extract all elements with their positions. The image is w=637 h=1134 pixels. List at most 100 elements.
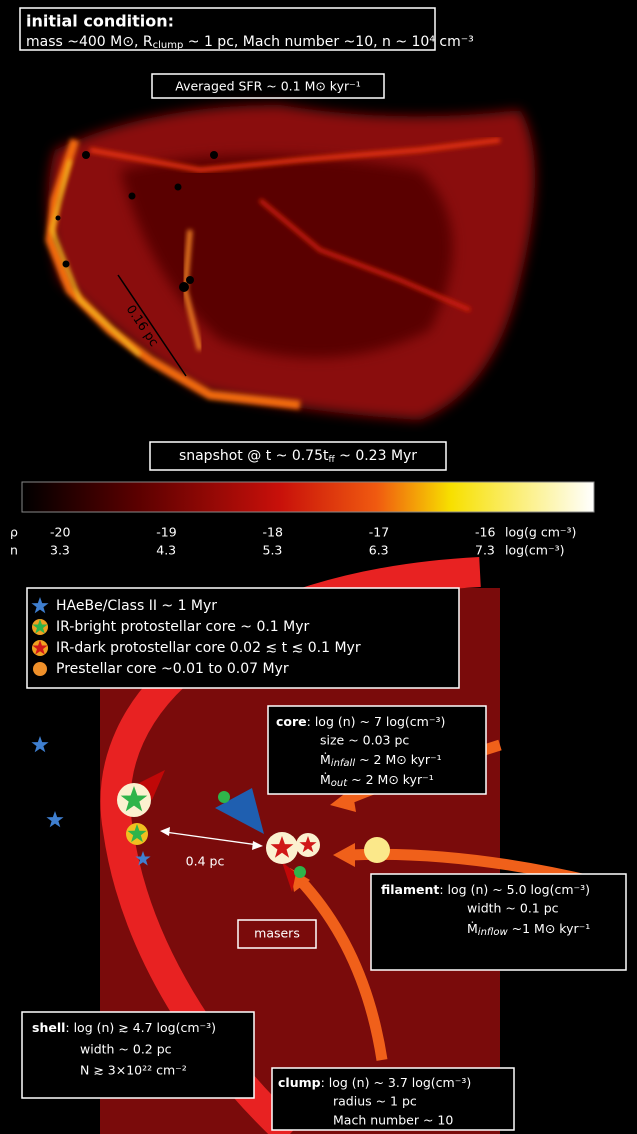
legend-label: IR-dark protostellar core 0.02 ≲ t ≲ 0.1…	[56, 640, 361, 656]
shape	[364, 837, 390, 863]
subscript: out	[331, 778, 348, 789]
sfr-label: Averaged SFR ~ 0.1 M⊙ kyr⁻¹	[175, 79, 361, 94]
condition-line: mass ~400 M⊙, Rclump ~ 1 pc, Mach number…	[26, 34, 474, 51]
shape	[252, 841, 263, 850]
condition-box	[19, 7, 436, 51]
text: mass ~400 M⊙, R	[26, 34, 153, 50]
text: Ṁ	[320, 772, 331, 787]
shape	[117, 274, 187, 377]
masers-box	[237, 919, 317, 949]
filament-line: width ~ 0.1 pc	[467, 901, 559, 916]
text: ~ 0.23 Myr	[335, 448, 418, 464]
box-title: shell	[32, 1020, 65, 1035]
box-title: clump	[278, 1075, 321, 1090]
colorbar	[21, 481, 595, 513]
shape	[135, 770, 165, 800]
shape	[210, 151, 218, 159]
n-tick-label: 5.3	[263, 543, 283, 558]
filament-box	[370, 873, 627, 971]
rho-unit: log(g cm⁻³)	[505, 525, 576, 540]
shape	[215, 788, 264, 834]
shape	[218, 791, 230, 803]
core-line: Ṁinfall ~ 2 M⊙ kyr⁻¹	[320, 752, 442, 770]
shape	[128, 192, 136, 200]
rho-tick-label: -17	[369, 525, 389, 540]
condition-heading: initial condition:	[26, 12, 174, 31]
subscript: ff	[328, 455, 335, 465]
text: snapshot @ t ~ 0.75t	[179, 448, 329, 464]
clump-line: clump: log (n) ~ 3.7 log(cm⁻³)	[278, 1075, 471, 1090]
shape	[151, 373, 159, 381]
text: : log (n) ≳ 4.7 log(cm⁻³)	[65, 1020, 216, 1035]
masers-label: masers	[254, 926, 300, 941]
shape	[33, 662, 47, 676]
distance-label: 0.4 pc	[186, 854, 225, 869]
shape	[55, 215, 61, 221]
rho-tick-label: -18	[263, 525, 283, 540]
legend-label: Prestellar core ~0.01 to 0.07 Myr	[56, 661, 289, 677]
core-box	[267, 705, 487, 795]
rho-tick-label: -19	[156, 525, 176, 540]
snapshot-label: snapshot @ t ~ 0.75tff ~ 0.23 Myr	[179, 448, 417, 465]
rho-tick-label: -20	[50, 525, 70, 540]
shape	[174, 183, 182, 191]
text: : log (n) ~ 3.7 log(cm⁻³)	[321, 1075, 472, 1090]
shape	[120, 155, 453, 358]
clump-box	[271, 1067, 515, 1131]
legend-label: HAeBe/Class II ~ 1 Myr	[56, 598, 217, 614]
text: ~1 M⊙ kyr⁻¹	[508, 921, 591, 936]
text: Ṁ	[467, 921, 478, 936]
shape	[62, 260, 70, 268]
filament-line: filament: log (n) ~ 5.0 log(cm⁻³)	[381, 882, 590, 897]
shape	[186, 276, 194, 284]
shape	[89, 137, 501, 173]
shell-line: shell: log (n) ≳ 4.7 log(cm⁻³)	[32, 1020, 216, 1035]
filament-line: Ṁinflow ~1 M⊙ kyr⁻¹	[467, 921, 590, 939]
text: ~ 2 M⊙ kyr⁻¹	[347, 772, 434, 787]
shape	[294, 866, 306, 878]
snapshot-box	[149, 441, 447, 471]
density-map	[45, 105, 536, 420]
shape	[295, 876, 388, 1061]
n-unit: log(cm⁻³)	[505, 543, 564, 558]
text: ~ 1 pc, Mach number ~10, n ~ 10⁴ cm⁻³	[183, 34, 473, 50]
n-tick-label: 3.3	[50, 543, 70, 558]
shell-line: N ≳ 3×10²² cm⁻²	[80, 1063, 187, 1078]
shape	[164, 831, 259, 846]
clump-line: Mach number ~ 10	[333, 1113, 453, 1128]
shell-line: width ~ 0.2 pc	[80, 1042, 172, 1057]
n-label: n	[10, 543, 18, 558]
core-line: Ṁout ~ 2 M⊙ kyr⁻¹	[320, 772, 434, 790]
subscript: inflow	[478, 927, 509, 938]
shape	[333, 843, 355, 867]
objects	[31, 736, 390, 878]
n-tick-label: 4.3	[156, 543, 176, 558]
box-title: filament	[381, 882, 439, 897]
shape	[258, 198, 471, 312]
box-title: core	[276, 714, 307, 729]
core-line: size ~ 0.03 pc	[320, 733, 409, 748]
legend-label: IR-bright protostellar core ~ 0.1 Myr	[56, 619, 310, 635]
rho-label: ρ	[10, 525, 18, 540]
legend-icons	[31, 597, 49, 676]
shape	[179, 282, 189, 292]
text: ~ 2 M⊙ kyr⁻¹	[355, 752, 442, 767]
core-line: core: log (n) ~ 7 log(cm⁻³)	[276, 714, 445, 729]
subscript: infall	[331, 758, 356, 769]
n-tick-label: 7.3	[475, 543, 495, 558]
shape	[82, 151, 90, 159]
sfr-box	[151, 73, 385, 99]
colorbar-ticks: -20 3.3 -19 4.3 -18 5.3 -17 6.3 -16 7.3	[50, 525, 495, 558]
shape	[160, 827, 170, 836]
clump-line: radius ~ 1 pc	[333, 1094, 417, 1109]
subscript: clump	[153, 40, 184, 51]
text: : log (n) ~ 5.0 log(cm⁻³)	[439, 882, 590, 897]
n-tick-label: 6.3	[369, 543, 389, 558]
shell-box	[21, 1011, 255, 1099]
shape	[282, 862, 296, 892]
rho-tick-label: -16	[475, 525, 495, 540]
shape	[55, 151, 218, 381]
text: Ṁ	[320, 752, 331, 767]
